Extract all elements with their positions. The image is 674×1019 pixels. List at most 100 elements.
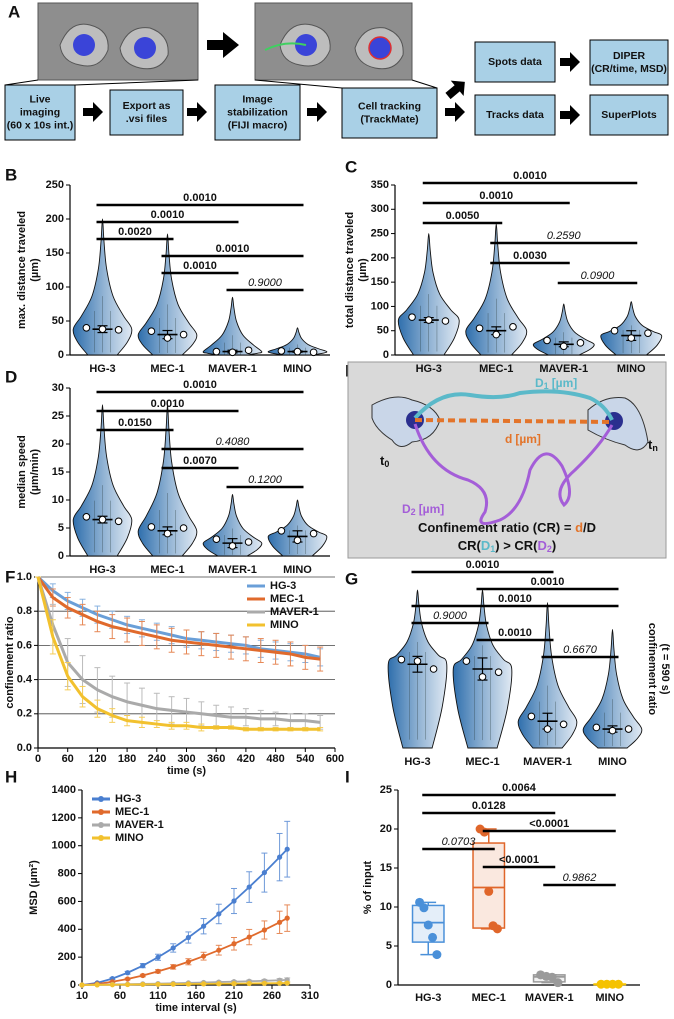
x-tick-label: HG-3: [404, 756, 430, 768]
series-line: [81, 848, 288, 986]
legend-marker: [98, 822, 104, 828]
zoom-line: [4, 79, 39, 86]
d2-unit: [µm]: [419, 502, 445, 516]
zoom-line: [411, 79, 438, 89]
marker: [284, 980, 290, 986]
marker: [284, 846, 290, 852]
y-tick-label: 30: [52, 382, 64, 394]
y-axis-label: confinement ratio: [646, 623, 658, 716]
y-tick-label: 0: [58, 349, 64, 361]
legend-marker: [98, 796, 104, 802]
x-axis-label: time interval (s): [155, 1002, 237, 1014]
y-tick-label: 25: [52, 410, 64, 422]
t0-label: t0: [380, 453, 389, 469]
y-tick-label: 1400: [52, 784, 76, 796]
series-line: [36, 576, 321, 724]
y-tick-label: 0: [58, 550, 64, 562]
arrow: [445, 102, 465, 122]
x-tick-label: MEC-1: [150, 363, 184, 375]
x-tick-label: 540: [296, 753, 314, 765]
marker: [261, 980, 267, 986]
x-tick-label: 260: [263, 990, 281, 1002]
comparison-part: 2: [547, 544, 552, 554]
marker: [155, 968, 161, 974]
box-text: .vsi files: [126, 113, 168, 125]
panel-label: F: [5, 567, 15, 586]
p-value: 0.0010: [216, 243, 250, 255]
marker: [140, 963, 146, 969]
replicate: [397, 655, 406, 664]
box-text: DIPER: [613, 50, 646, 62]
replicate: [82, 324, 91, 332]
series-line: [36, 576, 321, 661]
p-value: 0.0070: [183, 455, 217, 467]
process-box: [341, 87, 438, 139]
t0-sub: 0: [384, 459, 389, 469]
y-tick-label: 200: [371, 252, 389, 264]
replicate: [413, 657, 422, 665]
replicate: [98, 325, 107, 333]
marker: [201, 953, 207, 959]
tn-label: tn: [648, 437, 658, 453]
legend-marker: [98, 809, 104, 815]
marker: [261, 927, 267, 933]
process-box: [589, 39, 669, 86]
arrows: [83, 32, 580, 125]
replicate: [82, 513, 91, 521]
box-text: Export as: [123, 100, 171, 112]
violin: [137, 404, 198, 557]
comparison-part: ): [552, 538, 556, 553]
marker: [246, 884, 252, 890]
marker: [231, 941, 237, 947]
d1-main: D: [535, 376, 544, 390]
d2-main: D: [402, 502, 411, 516]
legend-label: MEC-1: [270, 593, 304, 605]
marker: [125, 970, 131, 976]
comparison-part: ) > CR(: [495, 538, 538, 553]
y-tick-label: 0.0: [17, 742, 32, 754]
marker: [140, 972, 146, 979]
replicate: [592, 723, 601, 732]
replicate: [644, 329, 652, 337]
x-tick-label: MAVER-1: [208, 363, 257, 375]
comparison-part: CR(: [458, 538, 482, 553]
process-box: [4, 84, 76, 141]
y-tick-label: 600: [58, 895, 76, 907]
x-tick-label: 160: [187, 990, 205, 1002]
box-text: (FIJI macro): [228, 119, 288, 131]
p-value: 0.1200: [248, 474, 283, 486]
y-tick-label: 300: [371, 203, 389, 215]
x-tick-label: 420: [237, 753, 255, 765]
replicate: [114, 326, 123, 334]
x-tick-label: MAVER-1: [539, 363, 588, 375]
y-tick-label: 0.6: [17, 639, 32, 651]
box-text: (TrackMate): [360, 113, 418, 125]
marker: [125, 976, 131, 982]
marker: [185, 934, 191, 941]
replicate: [624, 725, 633, 733]
replicate: [98, 515, 107, 524]
y-tick-label: 15: [380, 862, 392, 874]
box-text: Live: [29, 93, 50, 105]
replicate: [147, 327, 156, 336]
panel-label: G: [345, 569, 358, 588]
y-tick-label: 200: [46, 213, 64, 225]
x-tick-label: 60: [62, 753, 74, 765]
p-value: 0.0010: [183, 379, 217, 391]
y-tick-label: 50: [52, 315, 64, 327]
marker: [79, 982, 85, 988]
t0-main: t: [380, 453, 385, 468]
marker: [284, 915, 290, 921]
x-tick-label: MINO: [617, 363, 646, 375]
y-axis-label: (µm): [357, 258, 369, 282]
p-value: 0.0150: [118, 417, 152, 429]
replicate: [244, 346, 253, 355]
nucleus: [73, 34, 95, 56]
d1-unit: [µm]: [552, 376, 578, 390]
x-tick-label: MINO: [595, 992, 624, 1004]
process-box: [109, 89, 184, 136]
y-axis-label: (µm): [29, 258, 41, 282]
y-tick-label: 5: [58, 522, 64, 534]
marker: [185, 959, 191, 965]
x-tick-label: MAVER-1: [523, 756, 572, 768]
